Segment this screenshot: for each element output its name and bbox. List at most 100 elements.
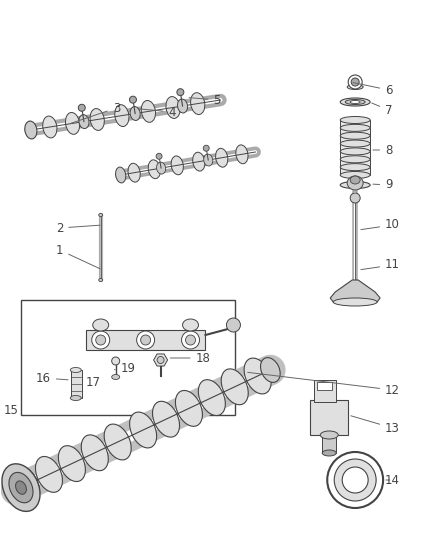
Circle shape [157, 357, 164, 364]
Ellipse shape [340, 140, 370, 147]
Ellipse shape [215, 148, 228, 167]
Bar [340, 120, 370, 175]
Text: 11: 11 [361, 259, 400, 271]
Ellipse shape [183, 319, 198, 331]
Ellipse shape [99, 279, 102, 281]
Ellipse shape [35, 456, 63, 492]
Ellipse shape [333, 298, 377, 306]
Ellipse shape [340, 124, 370, 131]
Bar [310, 400, 348, 435]
Ellipse shape [79, 115, 89, 128]
Ellipse shape [16, 481, 26, 494]
Ellipse shape [58, 446, 85, 481]
Ellipse shape [81, 435, 108, 471]
Circle shape [334, 459, 376, 501]
Ellipse shape [93, 319, 109, 331]
Ellipse shape [350, 176, 360, 184]
Text: 4: 4 [138, 106, 176, 118]
Text: 3: 3 [71, 101, 120, 123]
Text: 6: 6 [353, 83, 392, 96]
Ellipse shape [236, 145, 248, 164]
Ellipse shape [13, 467, 39, 503]
Circle shape [96, 335, 106, 345]
Text: 15: 15 [4, 403, 19, 416]
Circle shape [186, 335, 195, 345]
Circle shape [130, 96, 137, 103]
Ellipse shape [198, 379, 225, 416]
Ellipse shape [43, 116, 57, 138]
Ellipse shape [65, 112, 80, 134]
Bar [314, 380, 336, 402]
Ellipse shape [130, 412, 157, 448]
Ellipse shape [350, 101, 360, 103]
Ellipse shape [340, 156, 370, 163]
Ellipse shape [244, 358, 271, 394]
Text: 10: 10 [361, 219, 400, 231]
Ellipse shape [25, 121, 37, 139]
Polygon shape [154, 354, 168, 366]
Text: 12: 12 [247, 373, 400, 397]
Ellipse shape [204, 154, 213, 166]
Ellipse shape [345, 100, 365, 104]
Ellipse shape [112, 375, 120, 379]
Ellipse shape [340, 172, 370, 179]
Circle shape [203, 145, 209, 151]
Circle shape [342, 467, 368, 493]
Ellipse shape [193, 152, 205, 171]
Ellipse shape [340, 164, 370, 171]
Ellipse shape [340, 98, 370, 106]
Bar [322, 435, 336, 453]
Circle shape [92, 331, 110, 349]
Circle shape [327, 452, 383, 508]
Circle shape [348, 75, 362, 89]
Text: 16: 16 [36, 372, 68, 384]
Text: 13: 13 [351, 416, 400, 434]
Bar [86, 330, 205, 350]
Ellipse shape [70, 367, 81, 373]
Ellipse shape [141, 101, 155, 122]
Ellipse shape [152, 401, 180, 437]
Ellipse shape [322, 450, 336, 456]
Circle shape [137, 331, 155, 349]
Circle shape [177, 88, 184, 95]
Ellipse shape [104, 424, 131, 460]
Circle shape [226, 318, 240, 332]
Text: 1: 1 [56, 244, 100, 269]
Ellipse shape [175, 391, 202, 426]
Circle shape [181, 331, 199, 349]
Ellipse shape [130, 107, 140, 120]
Circle shape [141, 335, 151, 345]
Circle shape [78, 104, 85, 111]
Ellipse shape [116, 167, 126, 183]
Ellipse shape [340, 148, 370, 155]
Ellipse shape [2, 464, 40, 512]
Ellipse shape [9, 472, 33, 503]
Text: 5: 5 [189, 93, 221, 107]
Bar [317, 382, 332, 390]
Text: 14: 14 [385, 473, 400, 487]
Bar [21, 300, 236, 415]
Text: 8: 8 [373, 143, 392, 157]
Ellipse shape [221, 369, 248, 405]
Text: 17: 17 [86, 376, 101, 389]
Text: 2: 2 [56, 222, 100, 235]
Circle shape [156, 154, 162, 159]
Ellipse shape [99, 214, 102, 216]
Ellipse shape [115, 104, 129, 126]
Text: 9: 9 [373, 179, 392, 191]
Circle shape [351, 78, 359, 86]
Ellipse shape [90, 109, 104, 131]
Ellipse shape [166, 96, 180, 118]
Ellipse shape [347, 85, 363, 90]
Text: 19: 19 [114, 361, 136, 375]
Ellipse shape [177, 99, 187, 113]
Ellipse shape [347, 176, 363, 190]
Text: 18: 18 [170, 351, 210, 365]
Ellipse shape [340, 182, 370, 189]
Ellipse shape [156, 162, 166, 174]
Ellipse shape [320, 431, 338, 439]
Ellipse shape [148, 160, 160, 179]
Text: 7: 7 [372, 103, 392, 117]
Ellipse shape [191, 93, 205, 115]
Ellipse shape [70, 395, 81, 400]
